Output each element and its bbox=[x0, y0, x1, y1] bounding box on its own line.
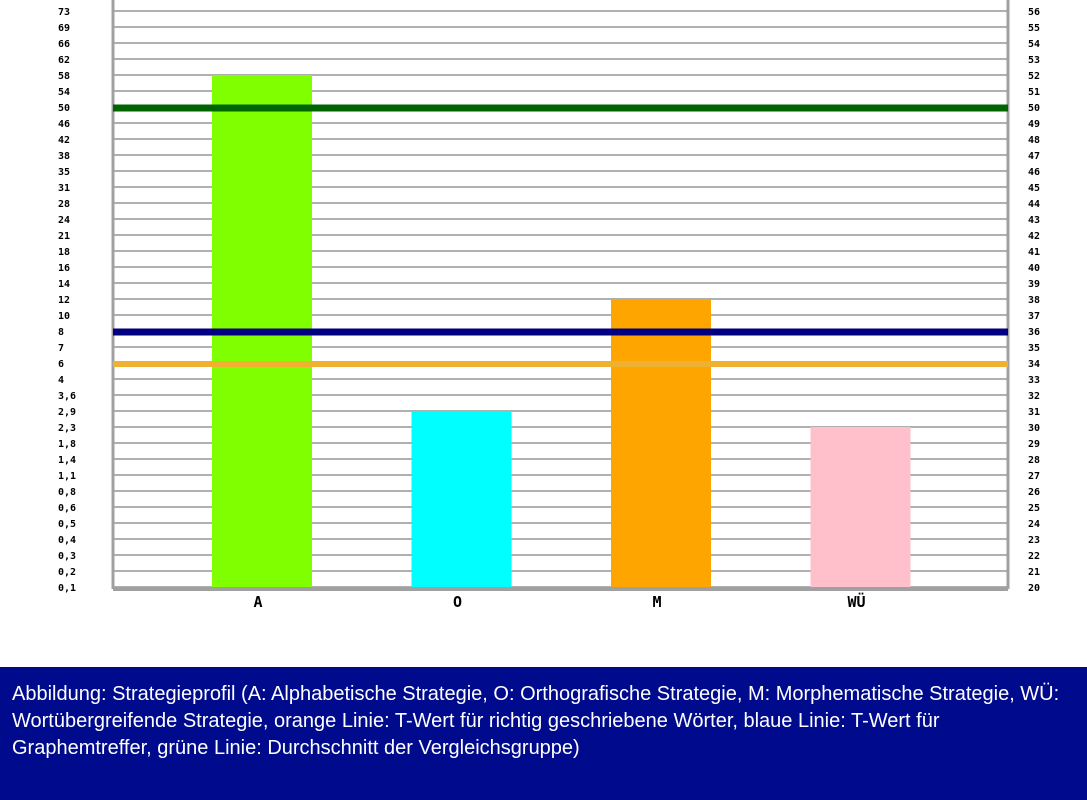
right-tick-label: 33 bbox=[1028, 375, 1040, 386]
right-tick-label: 25 bbox=[1028, 503, 1040, 514]
left-tick-label: 3,6 bbox=[58, 391, 76, 402]
category-label-o: O bbox=[453, 593, 462, 611]
tick-labels: 0,1 0,2 0,3 0,4 0,5 0,6 0,8 1,1 1,4 1,8 2,3 2,9 3,6 4… bbox=[58, 0, 1040, 594]
right-tick-label: 52 bbox=[1028, 71, 1040, 82]
left-tick-label: 50 bbox=[58, 103, 70, 114]
right-tick-label: 41 bbox=[1028, 247, 1040, 258]
left-tick-label: 2,3 bbox=[58, 423, 76, 434]
left-tick-label: 0,3 bbox=[58, 551, 76, 562]
category-labels: A O M WÜ bbox=[253, 592, 865, 611]
right-tick-label: 44 bbox=[1028, 199, 1040, 210]
right-tick-label: 37 bbox=[1028, 311, 1040, 322]
left-tick-label: 76 bbox=[58, 0, 70, 2]
bar-o bbox=[411, 411, 512, 587]
strategy-profile-chart: 0,1 0,2 0,3 0,4 0,5 0,6 0,8 1,1 1,4 1,8 2,3 2,9 3,6 4… bbox=[58, 0, 1040, 611]
right-tick-label: 50 bbox=[1028, 103, 1040, 114]
left-tick-label: 28 bbox=[58, 199, 70, 210]
right-tick-label: 36 bbox=[1028, 327, 1040, 338]
category-label-m: M bbox=[652, 593, 661, 611]
left-tick-label: 73 bbox=[58, 7, 70, 18]
left-tick-label: 1,8 bbox=[58, 439, 76, 450]
right-tick-label: 55 bbox=[1028, 23, 1040, 34]
left-tick-label: 0,6 bbox=[58, 503, 76, 514]
left-tick-label: 0,1 bbox=[58, 583, 76, 594]
left-tick-label: 21 bbox=[58, 231, 70, 242]
right-tick-label: 51 bbox=[1028, 87, 1040, 98]
left-tick-label: 16 bbox=[58, 263, 70, 274]
right-tick-label: 46 bbox=[1028, 167, 1040, 178]
right-tick-label: 54 bbox=[1028, 39, 1040, 50]
left-tick-label: 8 bbox=[58, 327, 64, 338]
bar-wü bbox=[810, 427, 911, 587]
left-tick-label: 1,4 bbox=[58, 455, 76, 466]
right-tick-label: 27 bbox=[1028, 471, 1040, 482]
left-tick-label: 24 bbox=[58, 215, 70, 226]
left-tick-label: 69 bbox=[58, 23, 70, 34]
bar-m bbox=[611, 299, 711, 587]
right-tick-label: 32 bbox=[1028, 391, 1040, 402]
right-tick-label: 53 bbox=[1028, 55, 1040, 66]
bars bbox=[212, 75, 911, 587]
right-tick-label: 28 bbox=[1028, 455, 1040, 466]
left-tick-label: 0,8 bbox=[58, 487, 76, 498]
right-tick-label: 29 bbox=[1028, 439, 1040, 450]
right-tick-label: 24 bbox=[1028, 519, 1040, 530]
left-tick-label: 31 bbox=[58, 183, 70, 194]
reference-lines bbox=[113, 104, 1008, 367]
left-tick-label: 1,1 bbox=[58, 471, 76, 482]
plot-frame bbox=[111, 0, 1010, 591]
left-tick-label: 12 bbox=[58, 295, 70, 306]
left-tick-label: 66 bbox=[58, 39, 70, 50]
right-tick-label: 43 bbox=[1028, 215, 1040, 226]
right-tick-label: 49 bbox=[1028, 119, 1040, 130]
left-tick-label: 38 bbox=[58, 151, 70, 162]
figure-caption: Abbildung: Strategieprofil (A: Alphabeti… bbox=[0, 667, 1087, 800]
category-label-a: A bbox=[253, 593, 262, 611]
left-tick-label: 0,5 bbox=[58, 519, 76, 530]
left-tick-label: 4 bbox=[58, 375, 64, 386]
left-tick-label: 14 bbox=[58, 279, 70, 290]
left-tick-label: 10 bbox=[58, 311, 70, 322]
left-tick-label: 62 bbox=[58, 55, 70, 66]
left-tick-label: 42 bbox=[58, 135, 70, 146]
right-tick-label: 26 bbox=[1028, 487, 1040, 498]
category-label-wü: WÜ bbox=[847, 592, 865, 611]
right-tick-label: 47 bbox=[1028, 151, 1040, 162]
right-tick-label: 48 bbox=[1028, 135, 1040, 146]
left-tick-label: 35 bbox=[58, 167, 70, 178]
left-tick-label: 0,4 bbox=[58, 535, 76, 546]
left-tick-label: 54 bbox=[58, 87, 70, 98]
left-tick-label: 18 bbox=[58, 247, 70, 258]
right-tick-label: 22 bbox=[1028, 551, 1040, 562]
right-tick-label: 42 bbox=[1028, 231, 1040, 242]
right-tick-label: 23 bbox=[1028, 535, 1040, 546]
left-tick-label: 46 bbox=[58, 119, 70, 130]
left-tick-label: 58 bbox=[58, 71, 70, 82]
right-tick-label: 38 bbox=[1028, 295, 1040, 306]
right-tick-label: 39 bbox=[1028, 279, 1040, 290]
right-tick-label: 20 bbox=[1028, 583, 1040, 594]
right-tick-label: 34 bbox=[1028, 359, 1040, 370]
right-tick-label: 45 bbox=[1028, 183, 1040, 194]
left-tick-label: 0,2 bbox=[58, 567, 76, 578]
right-tick-label: 30 bbox=[1028, 423, 1040, 434]
right-tick-label: 57 bbox=[1028, 0, 1040, 2]
right-tick-label: 21 bbox=[1028, 567, 1040, 578]
right-tick-label: 31 bbox=[1028, 407, 1040, 418]
right-tick-label: 56 bbox=[1028, 7, 1040, 18]
right-tick-label: 35 bbox=[1028, 343, 1040, 354]
left-tick-label: 6 bbox=[58, 359, 64, 370]
right-tick-label: 40 bbox=[1028, 263, 1040, 274]
left-tick-label: 7 bbox=[58, 343, 64, 354]
left-tick-label: 2,9 bbox=[58, 407, 76, 418]
